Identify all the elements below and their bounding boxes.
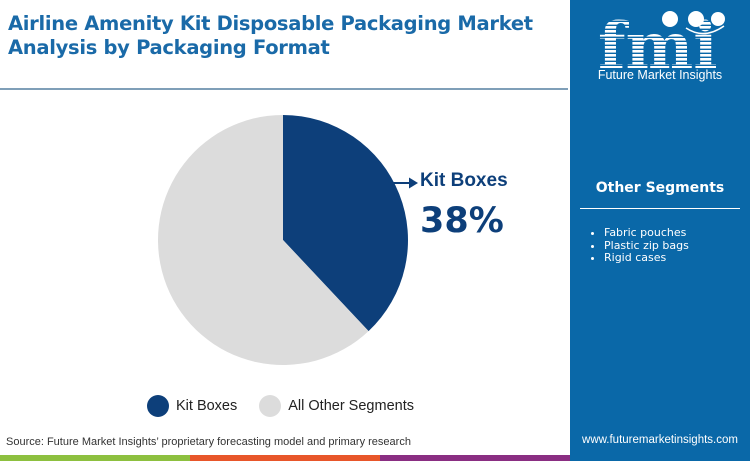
legend-item-all-other: All Other Segments	[259, 395, 414, 417]
segments-divider	[580, 208, 740, 209]
brand-name: Future Market Insights	[597, 68, 723, 82]
callout-arrow-icon	[393, 177, 418, 189]
legend-swatch-icon	[259, 395, 282, 417]
legend-swatch-icon	[147, 395, 169, 417]
color-strip-orange	[190, 455, 380, 461]
pie-slice-kit-boxes	[283, 115, 408, 332]
website-link[interactable]: www.futuremarketinsights.com	[570, 432, 750, 461]
chart-legend: Kit Boxes All Other Segments	[147, 395, 436, 417]
legend-label: All Other Segments	[288, 398, 414, 414]
callout-value: 38%	[420, 201, 504, 241]
title-line-2: Analysis by Packaging Format	[8, 36, 330, 59]
callout-label: Kit Boxes	[420, 170, 508, 191]
segment-item: Rigid cases	[588, 251, 689, 265]
pie-slice-all-other-segments	[157, 115, 369, 365]
segment-item: Fabric pouches	[588, 226, 689, 240]
color-strip-green	[0, 455, 190, 461]
source-note: Source: Future Market Insights’ propriet…	[6, 436, 411, 448]
title-divider	[0, 88, 568, 90]
legend-label: Kit Boxes	[176, 398, 238, 414]
brand-sidebar: fmi Future Market Insights Other Segment…	[570, 0, 750, 445]
chart-title: Airline Amenity Kit Disposable Packaging…	[8, 12, 568, 60]
fmi-logo-icon: fmi	[598, 9, 725, 84]
segment-item: Plastic zip bags	[588, 239, 689, 253]
pie-chart	[157, 115, 418, 365]
legend-item-kit-boxes: Kit Boxes	[147, 395, 237, 417]
color-strip-purple	[380, 455, 570, 461]
pie-slices	[157, 115, 408, 365]
other-segments-title: Other Segments	[595, 180, 725, 196]
other-segments-list: Fabric pouches Plastic zip bags Rigid ca…	[588, 226, 689, 265]
title-line-1: Airline Amenity Kit Disposable Packaging…	[8, 12, 533, 35]
